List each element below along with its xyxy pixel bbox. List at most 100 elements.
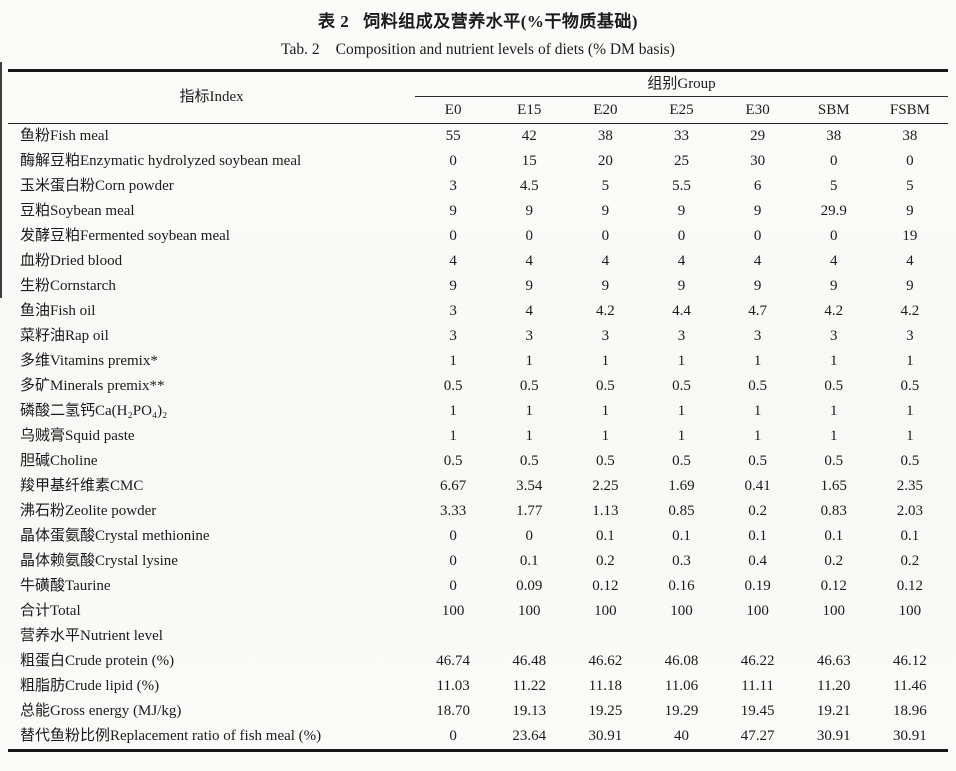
cell-value: 9 (906, 203, 914, 219)
table-row: 乌贼膏Squid paste 1 1 1 1 1 1 1 (8, 424, 948, 449)
cell-value: 19.25 (588, 703, 623, 719)
cell-value: 1 (753, 353, 762, 369)
cell-value: 100 (670, 603, 693, 619)
cell-value: 19.45 (740, 703, 775, 719)
cell-value: 30.91 (816, 728, 851, 744)
cell-value: 25 (674, 153, 689, 169)
cell-value: 38 (597, 128, 613, 144)
cell-value: 1 (449, 353, 457, 369)
row-label: 替代鱼粉比例Replacement ratio of fish meal (%) (20, 728, 322, 744)
cell-value: 11.20 (817, 678, 851, 694)
cell-value: 3 (906, 328, 914, 344)
table-row: 粗脂肪Crude lipid (%) 11.03 11.22 11.18 11.06 11… (8, 674, 948, 699)
cell-value: 3 (525, 328, 534, 344)
cell-value: 0 (677, 228, 686, 244)
cell-value: 0.5 (443, 453, 463, 469)
cell-value (720, 624, 796, 649)
table-row: 生粉Cornstarch 9 9 9 9 9 9 9 (8, 274, 948, 299)
cell-value: 2.03 (896, 503, 924, 519)
table-title-en: Tab. 2 Composition and nutrient levels of… (0, 41, 956, 59)
scan-edge-artifact (0, 62, 2, 298)
table-row: 胆碱Choline 0.5 0.5 0.5 0.5 0.5 0.5 0.5 (8, 449, 948, 474)
table-row: 合计Total 100 100 100 100 100 100 100 (8, 599, 948, 624)
cell-value: 0 (449, 728, 457, 744)
row-label: 合计Total (20, 603, 81, 619)
cell-value: 1 (525, 428, 534, 444)
table-row: 玉米蛋白粉Corn powder 3 4.5 5 5.5 6 5 5 (8, 174, 948, 199)
cell-value: 9 (906, 278, 914, 294)
cell-value: 9 (601, 203, 610, 219)
cell-value: 1 (830, 428, 838, 444)
cell-value: 100 (746, 603, 769, 619)
cell-value: 4.4 (672, 303, 691, 319)
cell-value: 0.5 (672, 453, 691, 469)
cell-value: 1 (753, 428, 762, 444)
cell-value: 4.7 (748, 303, 767, 319)
cell-value: 1 (830, 403, 838, 419)
column-header-e30: E30 (719, 96, 796, 124)
cell-value: 46.08 (664, 653, 699, 669)
column-header-e20: E20 (567, 96, 644, 124)
cell-value: 29 (750, 128, 766, 144)
cell-value: 11.46 (893, 678, 927, 694)
cell-value: 0.12 (896, 578, 924, 594)
cell-value: 0 (449, 153, 457, 169)
cell-value: 9 (601, 278, 610, 294)
cell-value: 20 (597, 153, 613, 169)
row-label: 菜籽油Rap oil (20, 328, 109, 344)
cell-value: 15 (521, 153, 537, 169)
row-label: 发酵豆粕Fermented soybean meal (20, 228, 230, 244)
cell-value (872, 624, 948, 649)
cell-value: 0 (449, 578, 457, 594)
cell-value: 4 (525, 303, 534, 319)
row-label: 营养水平Nutrient level (20, 628, 163, 644)
row-label: 豆粕Soybean meal (20, 203, 135, 219)
column-header-e0: E0 (415, 96, 492, 124)
cell-value: 42 (521, 128, 537, 144)
cell-value: 9 (753, 203, 762, 219)
cell-value: 0.09 (516, 578, 543, 594)
cell-value: 1 (449, 428, 457, 444)
cell-value: 100 (594, 603, 617, 619)
table-row: 总能Gross energy (MJ/kg) 18.70 19.13 19.25 19.… (8, 699, 948, 724)
cell-value: 4 (601, 253, 610, 269)
row-label: 鱼粉Fish meal (20, 128, 109, 144)
cell-value: 0.5 (900, 453, 920, 469)
cell-value: 33 (674, 128, 689, 144)
table-row: 菜籽油Rap oil 3 3 3 3 3 3 3 (8, 324, 948, 349)
cell-value: 0 (449, 553, 457, 569)
cell-value: 0 (525, 228, 534, 244)
cell-value: 0.41 (744, 478, 771, 494)
cell-value: 46.12 (893, 653, 927, 669)
cell-value: 0.2 (900, 553, 920, 569)
row-label: 粗蛋白Crude protein (%) (20, 653, 175, 669)
cell-value: 1 (906, 428, 914, 444)
row-label: 玉米蛋白粉Corn powder (20, 178, 174, 194)
table-number-zh: 表 2 (317, 12, 350, 31)
cell-value: 1.69 (668, 478, 695, 494)
table-row: 血粉Dried blood 4 4 4 4 4 4 4 (8, 249, 948, 274)
cell-value: 55 (445, 128, 461, 144)
cell-value: 0.12 (592, 578, 619, 594)
cell-value: 3 (601, 328, 610, 344)
cell-value: 4 (906, 253, 914, 269)
cell-value: 3 (677, 328, 686, 344)
cell-value: 0.5 (748, 378, 767, 394)
row-label: 生粉Cornstarch (20, 278, 116, 294)
cell-value: 5.5 (672, 178, 691, 194)
cell-value: 1 (601, 403, 610, 419)
row-label: 粗脂肪Crude lipid (%) (20, 678, 160, 694)
table-row: 磷酸二氢钙Ca(H₂PO₄)₂ 1 1 1 1 1 1 1 (8, 399, 948, 424)
cell-value: 0.83 (820, 503, 847, 519)
cell-value: 1 (830, 353, 838, 369)
cell-value: 9 (449, 278, 457, 294)
table-row: 羧甲基纤维素CMC 6.67 3.54 2.25 1.69 0.41 1.65 2.35 (8, 474, 948, 499)
table-title-zh: 表 2 饲料组成及营养水平(%干物质基础) (0, 0, 956, 32)
cell-value: 0.5 (519, 453, 539, 469)
group-header-row: 指标Index 组别Group (8, 70, 948, 124)
cell-value: 4 (677, 253, 686, 269)
index-column-header: 指标Index (8, 70, 416, 124)
cell-value: 9 (753, 278, 762, 294)
cell-value (796, 624, 872, 649)
cell-value: 1 (906, 403, 914, 419)
